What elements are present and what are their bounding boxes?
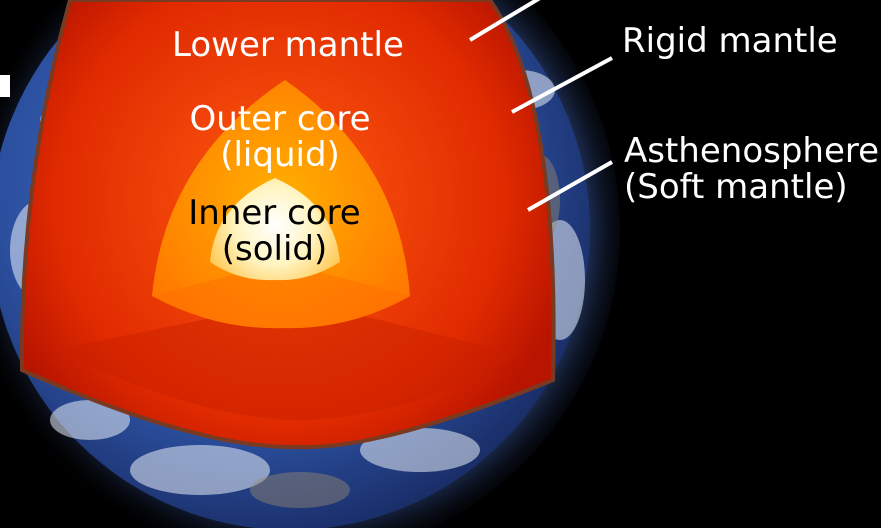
pointer-line-crust bbox=[468, 0, 541, 42]
asthenosphere-note: (Soft mantle) bbox=[624, 166, 848, 207]
lower-mantle-label: Lower mantle bbox=[172, 25, 404, 65]
pointer-line-asthenosphere bbox=[527, 160, 613, 212]
inner-core-name: Inner core bbox=[188, 193, 361, 233]
pointer-line-rigid-mantle bbox=[511, 56, 613, 114]
outer-core-name: Outer core bbox=[189, 99, 371, 139]
outer-core-label: Outer core (liquid) bbox=[180, 99, 380, 175]
rigid-mantle-label: Rigid mantle bbox=[622, 21, 838, 61]
asthenosphere-name: Asthenosphere bbox=[624, 131, 880, 171]
inner-core-section bbox=[210, 178, 340, 281]
left-edge-mark bbox=[0, 75, 10, 97]
outer-core-facet-shade bbox=[152, 262, 410, 329]
inner-core-state: (solid) bbox=[221, 228, 328, 269]
asthenosphere-label: Asthenosphere (Soft mantle) bbox=[624, 131, 880, 207]
mantle-facet-shade bbox=[55, 300, 520, 420]
inner-core-label: Inner core (solid) bbox=[172, 193, 377, 269]
outer-core-state: (liquid) bbox=[220, 134, 340, 175]
